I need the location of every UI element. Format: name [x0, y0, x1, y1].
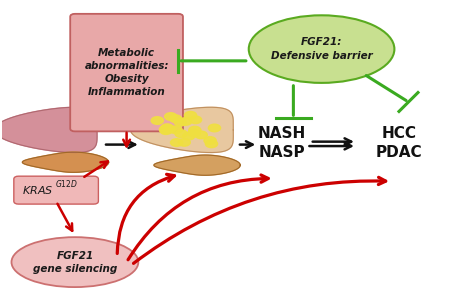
- Circle shape: [164, 125, 175, 133]
- Circle shape: [189, 126, 201, 134]
- Polygon shape: [0, 107, 97, 153]
- Circle shape: [190, 116, 201, 124]
- Circle shape: [175, 130, 187, 137]
- Text: $\mathit{G12D}$: $\mathit{G12D}$: [55, 178, 78, 189]
- Circle shape: [195, 131, 207, 139]
- Circle shape: [174, 118, 186, 126]
- Circle shape: [151, 117, 164, 124]
- Circle shape: [160, 127, 172, 134]
- Text: NASH
NASP: NASH NASP: [257, 126, 306, 160]
- Polygon shape: [22, 152, 109, 172]
- Circle shape: [205, 140, 218, 148]
- Circle shape: [182, 132, 195, 140]
- Circle shape: [161, 124, 173, 131]
- FancyBboxPatch shape: [70, 14, 183, 131]
- Circle shape: [180, 118, 192, 125]
- Circle shape: [184, 111, 197, 119]
- Text: $\mathit{KRAS}$: $\mathit{KRAS}$: [22, 184, 54, 196]
- Circle shape: [171, 139, 182, 146]
- Text: FGF21:
Defensive barrier: FGF21: Defensive barrier: [271, 38, 373, 61]
- Polygon shape: [131, 107, 233, 153]
- Text: FGF21
gene silencing: FGF21 gene silencing: [33, 251, 117, 274]
- Circle shape: [170, 126, 182, 134]
- Circle shape: [188, 129, 200, 137]
- Circle shape: [209, 124, 220, 132]
- Circle shape: [159, 126, 172, 133]
- Circle shape: [204, 137, 216, 144]
- FancyBboxPatch shape: [14, 176, 99, 204]
- Circle shape: [164, 113, 177, 120]
- Text: HCC
PDAC: HCC PDAC: [376, 126, 422, 160]
- Circle shape: [170, 115, 182, 122]
- Text: Metabolic
abnormalities:
Obesity
Inflammation: Metabolic abnormalities: Obesity Inflamm…: [84, 48, 169, 97]
- Circle shape: [178, 139, 191, 146]
- Ellipse shape: [249, 15, 394, 83]
- Ellipse shape: [11, 237, 138, 287]
- Polygon shape: [154, 155, 240, 175]
